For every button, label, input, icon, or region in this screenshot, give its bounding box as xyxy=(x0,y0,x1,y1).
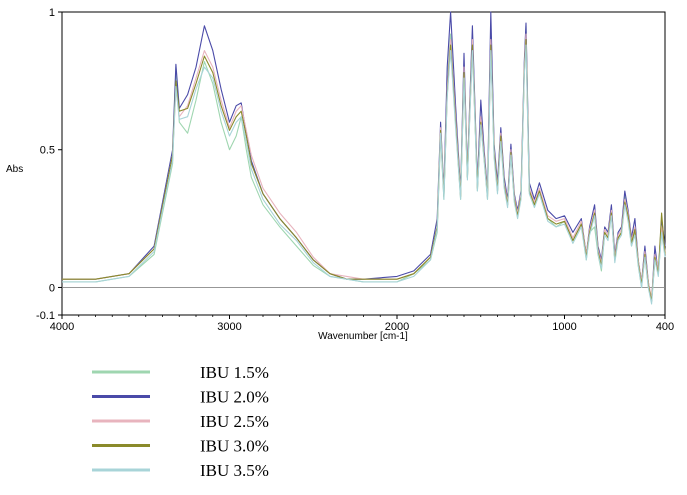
legend-label: IBU 3.0% xyxy=(200,437,269,456)
y-tick-label: 0 xyxy=(49,282,55,294)
legend-label: IBU 2.0% xyxy=(200,388,269,407)
x-axis-label: Wavenumber [cm-1] xyxy=(318,331,408,342)
legend-label: IBU 1.5% xyxy=(200,363,269,382)
y-tick-label: 1 xyxy=(49,7,55,19)
x-tick-label: 400 xyxy=(656,321,674,333)
y-axis-label: Abs xyxy=(6,164,23,175)
y-axis-ticks: 10.50-0.1 xyxy=(36,7,62,322)
legend: IBU 1.5% IBU 2.0% IBU 2.5% IBU 3.0% IBU 3.5% xyxy=(92,363,269,480)
x-tick-label: 3000 xyxy=(217,321,241,333)
plot-frame xyxy=(62,12,665,315)
x-tick-label: 1000 xyxy=(552,321,576,333)
y-tick-label: 0.5 xyxy=(40,145,55,157)
x-tick-label: 4000 xyxy=(50,321,74,333)
legend-label: IBU 2.5% xyxy=(200,412,269,431)
legend-label: IBU 3.5% xyxy=(200,461,269,480)
